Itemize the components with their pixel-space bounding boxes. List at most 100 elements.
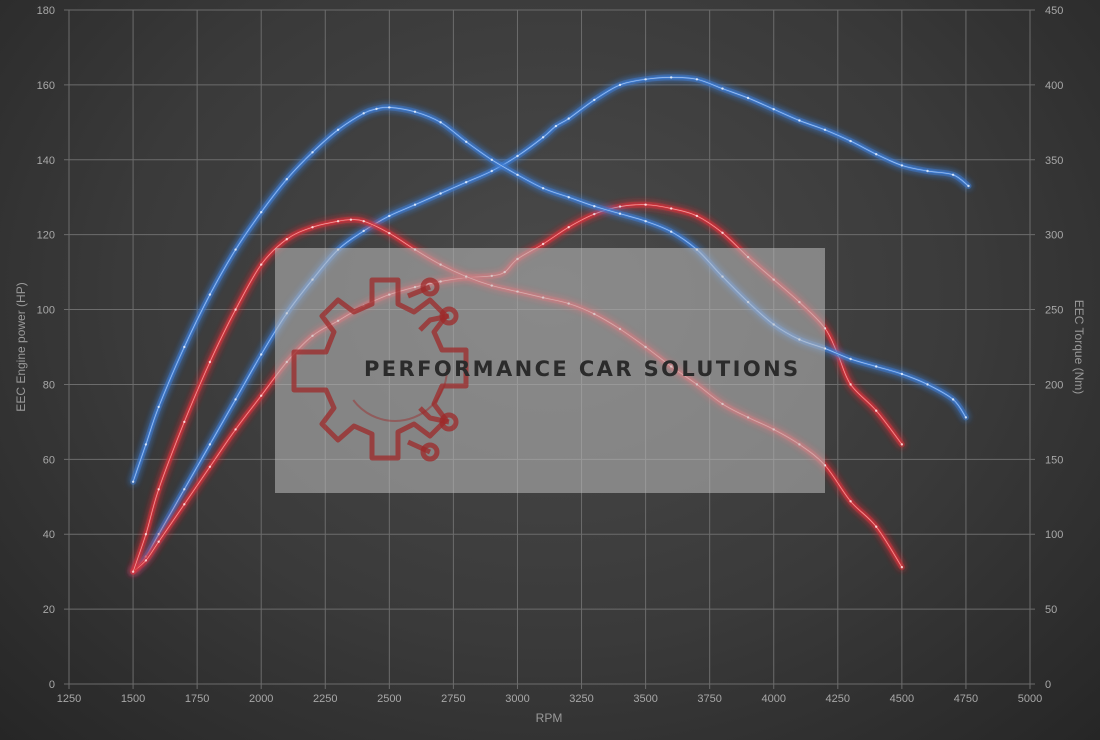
data-point bbox=[875, 153, 878, 156]
y-right-tick-label: 200 bbox=[1045, 379, 1063, 391]
data-point bbox=[439, 121, 442, 124]
y-right-tick-label: 100 bbox=[1045, 529, 1063, 541]
data-point bbox=[311, 151, 314, 154]
data-point bbox=[951, 398, 955, 401]
y-right-tick-label: 450 bbox=[1045, 5, 1063, 17]
y-left-tick-label: 140 bbox=[37, 155, 55, 167]
series-highlight bbox=[132, 106, 967, 482]
data-point bbox=[951, 173, 955, 176]
data-point bbox=[849, 357, 852, 361]
data-point bbox=[695, 214, 699, 218]
data-point bbox=[157, 488, 160, 491]
x-tick-label: 1750 bbox=[185, 693, 209, 705]
data-point bbox=[349, 218, 353, 221]
data-point bbox=[144, 533, 148, 536]
data-point bbox=[695, 78, 699, 81]
x-tick-label: 3000 bbox=[505, 693, 529, 705]
data-point bbox=[362, 229, 365, 233]
x-tick-label: 4500 bbox=[890, 693, 914, 705]
series-highlight bbox=[132, 77, 969, 572]
x-tick-label: 2250 bbox=[313, 693, 337, 705]
data-point bbox=[234, 398, 237, 401]
x-tick-label: 3500 bbox=[633, 693, 657, 705]
data-point bbox=[516, 154, 519, 158]
data-point bbox=[875, 409, 878, 412]
data-point bbox=[618, 212, 622, 215]
data-point bbox=[208, 360, 212, 364]
watermark-text: PERFORMANCE CAR SOLUTIONS bbox=[364, 357, 801, 381]
data-point bbox=[926, 169, 929, 173]
data-point bbox=[234, 308, 237, 311]
gear-circuit-logo bbox=[291, 277, 469, 462]
data-point bbox=[593, 98, 596, 102]
data-point bbox=[875, 525, 878, 528]
y-left-tick-label: 60 bbox=[43, 454, 55, 466]
y-right-tick-label: 300 bbox=[1045, 230, 1063, 242]
data-point bbox=[183, 420, 186, 424]
y-left-tick-label: 40 bbox=[43, 529, 55, 541]
y-left-tick-label: 20 bbox=[43, 604, 55, 616]
data-point bbox=[144, 559, 148, 562]
x-tick-label: 4250 bbox=[826, 693, 850, 705]
data-point bbox=[260, 263, 263, 266]
data-point bbox=[567, 196, 570, 199]
x-tick-label: 2750 bbox=[441, 693, 465, 705]
data-point bbox=[772, 108, 775, 111]
data-point bbox=[234, 428, 237, 431]
data-point bbox=[465, 140, 468, 143]
data-point bbox=[260, 394, 263, 397]
data-point bbox=[362, 220, 365, 223]
data-point bbox=[900, 164, 904, 167]
data-point bbox=[644, 220, 647, 223]
data-point bbox=[593, 205, 596, 208]
x-axis-title: RPM bbox=[536, 711, 563, 725]
y-left-tick-label: 160 bbox=[37, 80, 55, 92]
data-point bbox=[490, 169, 493, 173]
data-point bbox=[670, 76, 673, 79]
data-point bbox=[967, 184, 970, 188]
data-point bbox=[388, 106, 391, 109]
watermark: PERFORMANCE CAR SOLUTIONS bbox=[275, 248, 825, 493]
x-tick-label: 2000 bbox=[249, 693, 273, 705]
x-axis-ticks: 1250 1500 1750 2000 2250 2500 2750 3000 3250 3500… bbox=[57, 684, 1042, 705]
data-point bbox=[131, 480, 135, 483]
data-point bbox=[644, 78, 647, 81]
data-point bbox=[618, 83, 622, 87]
y-right-tick-label: 150 bbox=[1045, 454, 1063, 466]
data-point bbox=[208, 443, 212, 446]
data-point bbox=[849, 383, 852, 386]
data-point bbox=[541, 242, 545, 246]
data-point bbox=[516, 173, 519, 176]
data-point bbox=[208, 465, 212, 468]
data-point bbox=[362, 112, 365, 115]
data-point bbox=[183, 503, 186, 506]
data-point bbox=[388, 232, 391, 235]
data-point bbox=[644, 203, 647, 206]
data-point bbox=[900, 372, 904, 376]
data-point bbox=[157, 533, 160, 536]
data-point bbox=[413, 110, 417, 114]
data-point bbox=[541, 136, 545, 139]
x-tick-label: 1250 bbox=[57, 693, 81, 705]
data-point bbox=[554, 124, 558, 128]
data-point bbox=[465, 181, 468, 184]
power-series-blue bbox=[130, 74, 972, 575]
y-axis-right-title: EEC Torque (Nm) bbox=[1072, 300, 1086, 394]
data-point bbox=[541, 187, 545, 190]
data-point bbox=[721, 231, 724, 234]
data-point bbox=[926, 383, 929, 386]
data-point bbox=[670, 207, 673, 210]
data-point bbox=[234, 248, 237, 251]
y-axis-left-title: EEC Engine power (HP) bbox=[14, 282, 28, 411]
y-left-tick-label: 100 bbox=[37, 305, 55, 317]
data-point bbox=[964, 416, 968, 419]
y-right-tick-label: 400 bbox=[1045, 80, 1063, 92]
data-point bbox=[311, 226, 314, 229]
data-point bbox=[208, 293, 212, 296]
logo-inner-ring bbox=[342, 316, 448, 422]
data-point bbox=[413, 203, 417, 206]
x-tick-label: 2500 bbox=[377, 693, 401, 705]
data-point bbox=[260, 211, 263, 214]
data-point bbox=[490, 158, 493, 161]
